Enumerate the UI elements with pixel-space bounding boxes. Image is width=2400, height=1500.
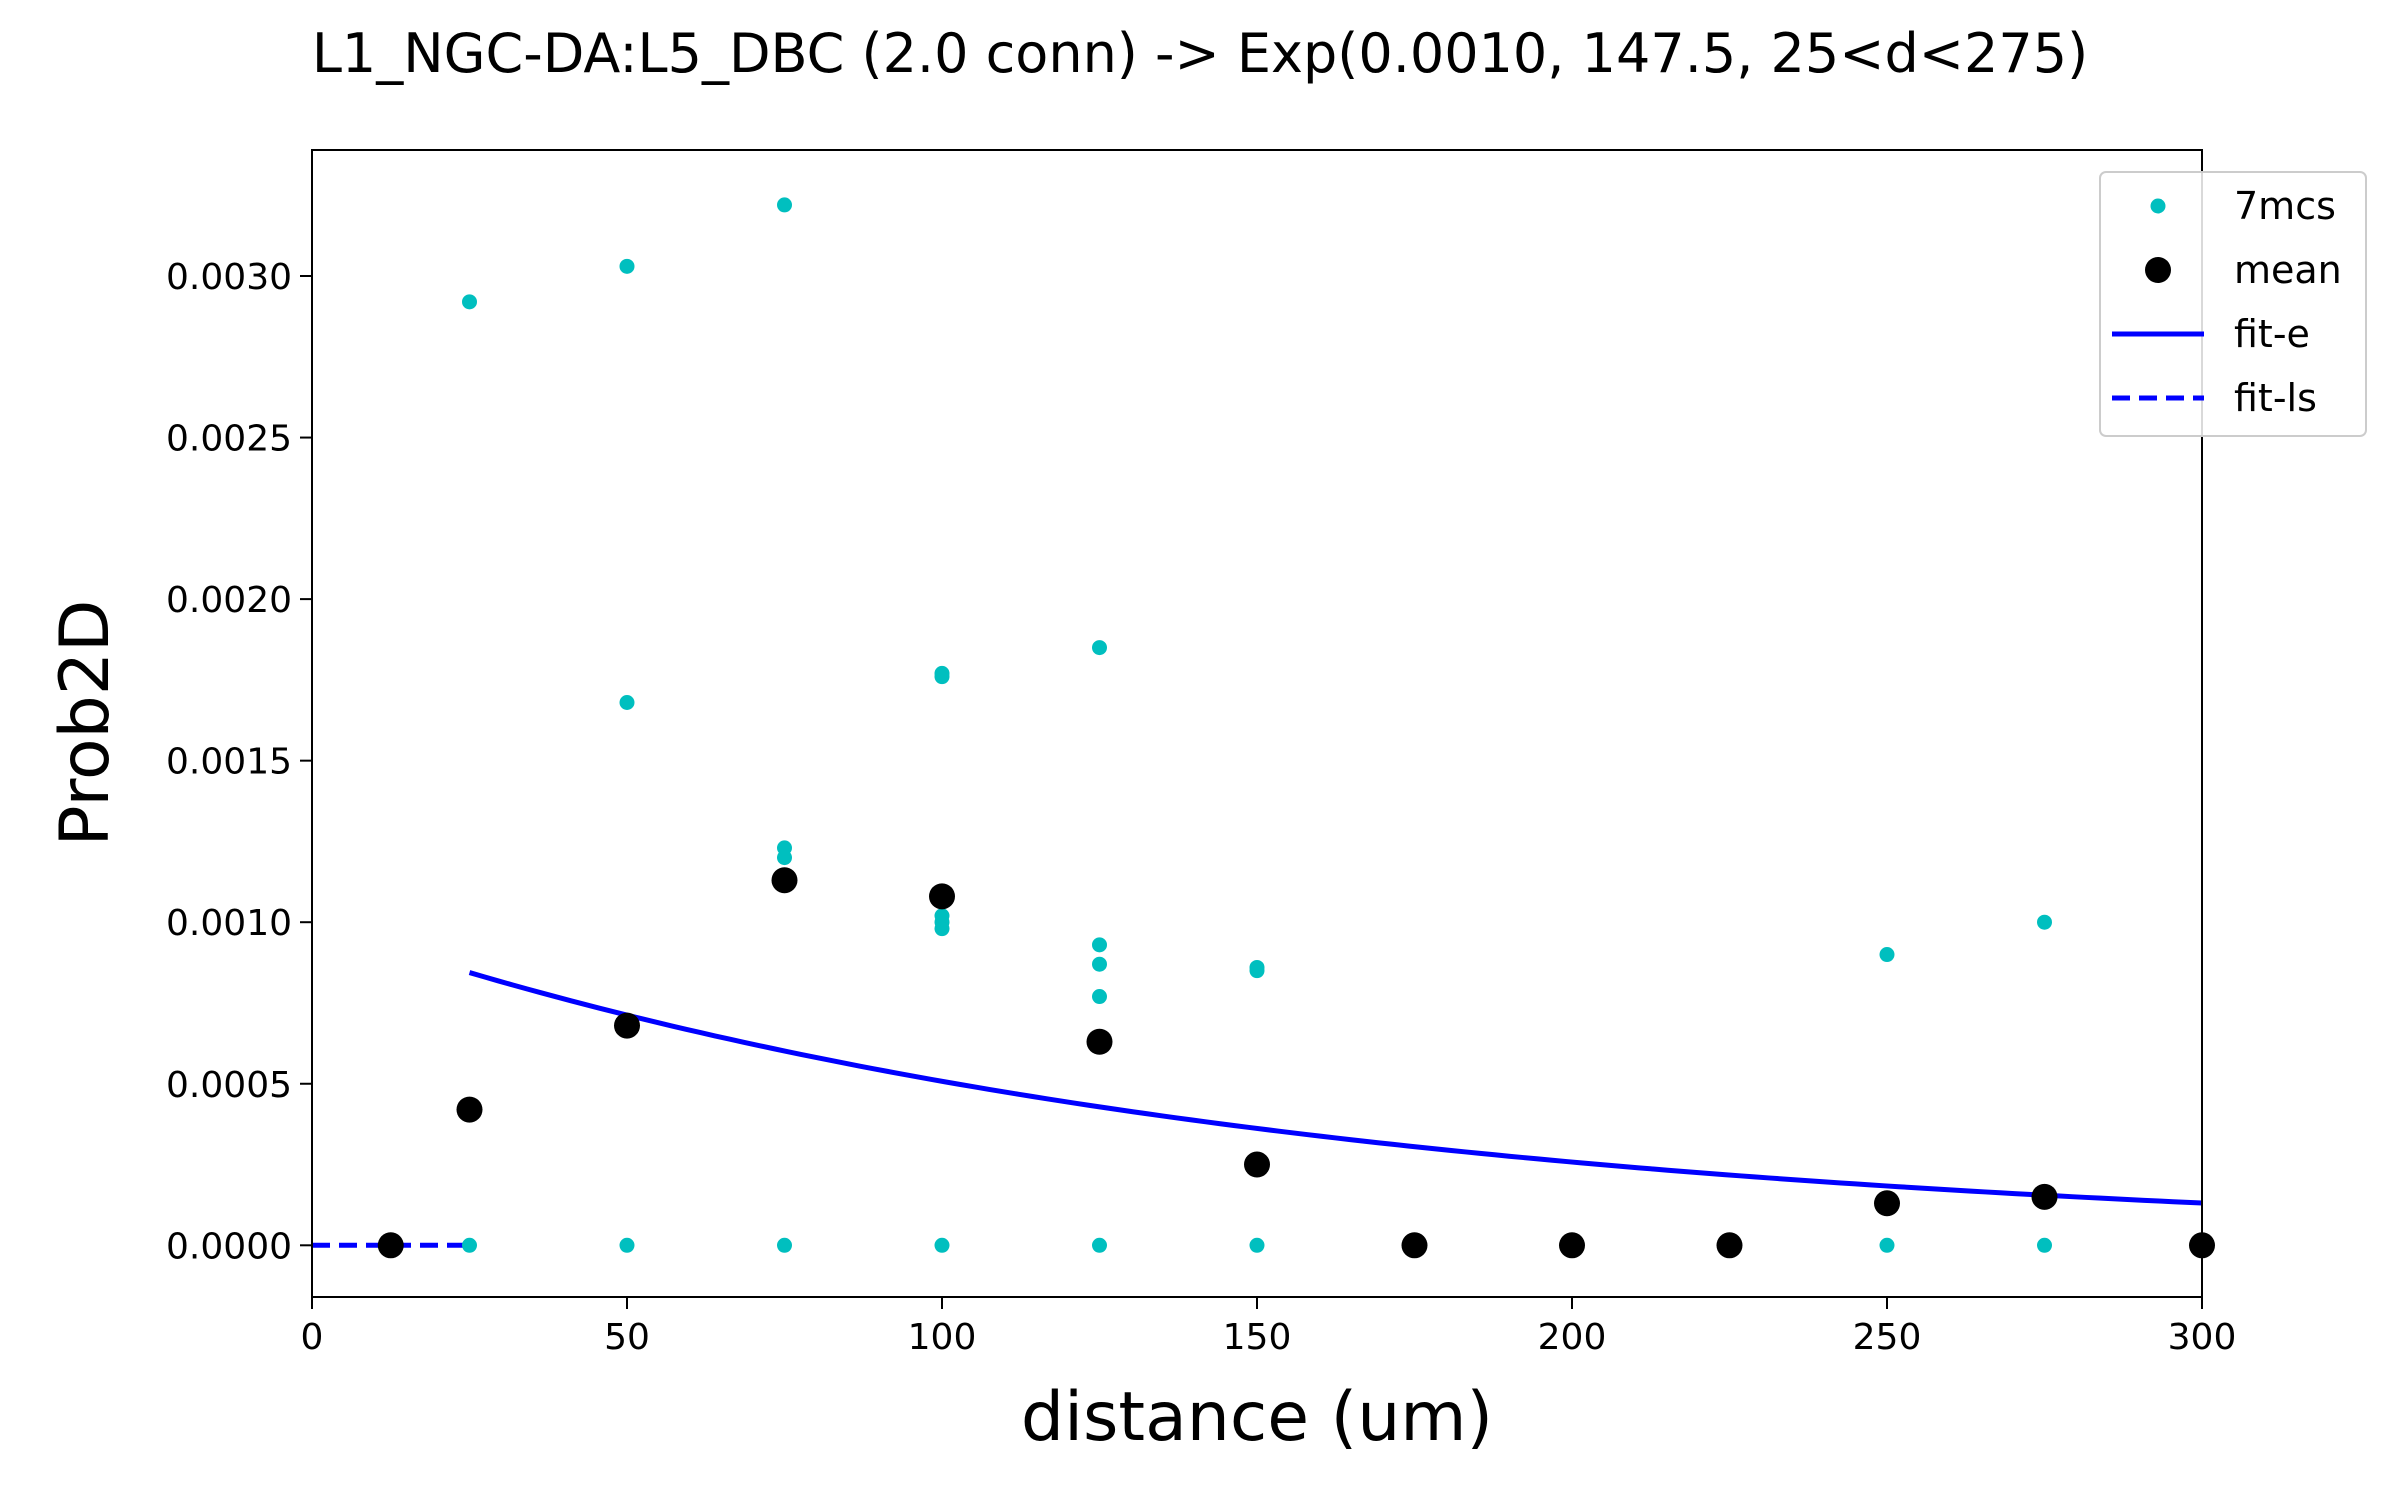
point-7mcs (934, 665, 950, 681)
point-7mcs (777, 1237, 792, 1253)
y-tick-label: 0.0015 (166, 742, 292, 783)
legend: 7mcs mean fit-e fit-ls (2099, 171, 2367, 437)
y-tick-label: 0.0010 (166, 903, 292, 944)
y-tick-label: 0.0000 (166, 1226, 292, 1267)
point-7mcs (2037, 1237, 2052, 1253)
point-7mcs (1092, 956, 1107, 972)
point-mean (1086, 1028, 1113, 1055)
legend-box (2099, 171, 2367, 437)
x-axis: 0 50 100 150 200 250 300 (301, 1297, 2237, 1358)
point-7mcs (619, 258, 635, 274)
x-axis-label: distance (um) (1021, 1378, 1493, 1457)
point-7mcs (1249, 959, 1265, 975)
point-7mcs (462, 1237, 477, 1253)
point-mean (377, 1232, 404, 1259)
x-tick-label: 0 (301, 1317, 324, 1358)
x-tick-label: 250 (1853, 1317, 1922, 1358)
x-tick-label: 200 (1538, 1317, 1607, 1358)
legend-label: fit-e (2234, 312, 2310, 356)
fit-e-line (468, 970, 2202, 1206)
point-7mcs (1092, 640, 1107, 656)
y-tick-label: 0.0030 (166, 257, 292, 298)
legend-label: fit-ls (2234, 376, 2317, 420)
x-tick-label: 50 (604, 1317, 650, 1358)
x-tick-label: 150 (1223, 1317, 1292, 1358)
plot-frame (311, 149, 2203, 1298)
point-7mcs (619, 1237, 635, 1253)
point-7mcs (619, 694, 635, 710)
y-tick-label: 0.0025 (166, 419, 292, 460)
chart-title: L1_NGC-DA:L5_DBC (2.0 conn) -> Exp(0.001… (312, 22, 2088, 85)
legend-label: 7mcs (2234, 184, 2336, 228)
point-7mcs (777, 197, 792, 213)
point-mean (1559, 1232, 1585, 1259)
point-7mcs (934, 1237, 950, 1253)
point-mean (1401, 1232, 1428, 1259)
point-7mcs (1879, 1237, 1895, 1253)
point-mean (1244, 1151, 1270, 1178)
legend-marker-7mcs (2150, 198, 2166, 214)
point-mean (2031, 1183, 2058, 1210)
point-7mcs (1879, 947, 1895, 963)
point-mean (1874, 1190, 1900, 1217)
point-7mcs (462, 294, 477, 310)
y-tick-label: 0.0020 (166, 580, 292, 621)
point-7mcs (1092, 989, 1107, 1005)
legend-label: mean (2234, 248, 2342, 292)
point-7mcs (777, 840, 792, 856)
legend-marker-mean (2145, 257, 2171, 283)
point-7mcs (934, 908, 950, 924)
x-tick-label: 300 (2168, 1317, 2237, 1358)
point-7mcs (1092, 1237, 1107, 1253)
point-7mcs (1092, 937, 1107, 953)
x-tick-label: 100 (908, 1317, 977, 1358)
point-mean (456, 1096, 483, 1123)
y-axis: 0.0000 0.0005 0.0010 0.0015 0.0020 0.0025 0.00… (166, 257, 312, 1267)
point-mean (771, 867, 798, 894)
y-axis-label: Prob2D (46, 600, 125, 847)
point-7mcs (1249, 1237, 1265, 1253)
point-mean (929, 883, 955, 910)
y-tick-label: 0.0005 (166, 1065, 292, 1106)
plot-marks (312, 197, 2215, 1259)
point-mean (1716, 1232, 1743, 1259)
point-mean (614, 1012, 640, 1039)
point-7mcs (2037, 914, 2052, 930)
